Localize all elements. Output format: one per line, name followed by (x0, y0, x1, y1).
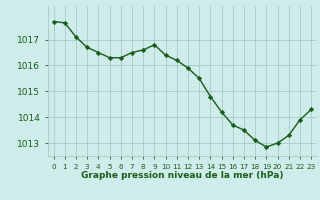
X-axis label: Graphe pression niveau de la mer (hPa): Graphe pression niveau de la mer (hPa) (81, 171, 284, 180)
